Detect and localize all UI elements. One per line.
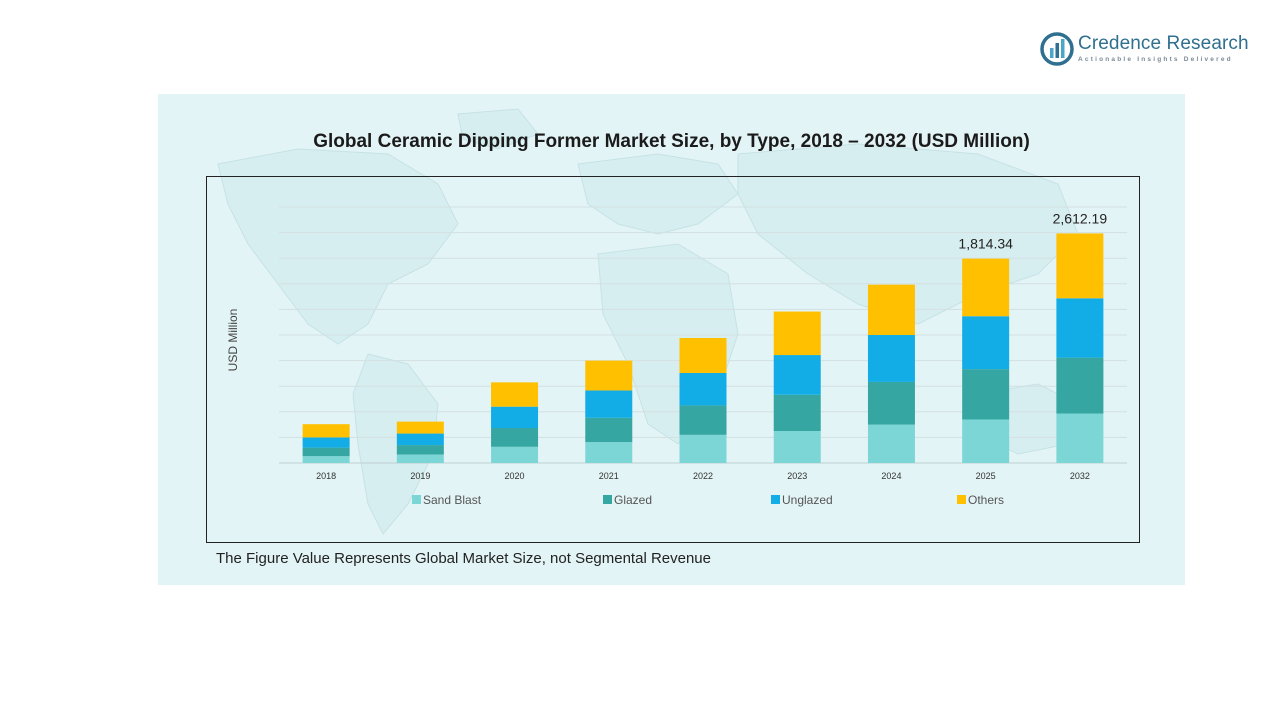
bar-segment-others [302, 424, 350, 438]
bar-segment-sand-blast [867, 424, 915, 463]
legend-label: Unglazed [782, 493, 833, 507]
x-tick-label: 2022 [693, 471, 713, 481]
brand-logo: Credence Research Actionable Insights De… [1040, 30, 1260, 70]
legend-swatch [771, 495, 780, 504]
bar-segment-unglazed [491, 406, 539, 429]
bar-segment-sand-blast [585, 442, 633, 463]
legend-swatch [603, 495, 612, 504]
bar-segment-sand-blast [302, 456, 350, 463]
bar-segment-glazed [396, 445, 444, 455]
bar-segment-others [491, 382, 539, 407]
chart-panel: Global Ceramic Dipping Former Market Siz… [158, 94, 1185, 585]
x-tick-label: 2025 [976, 471, 996, 481]
bar-segment-unglazed [962, 316, 1010, 370]
bar-segment-others [679, 337, 727, 373]
credence-logo-icon [1040, 32, 1074, 66]
bar-segment-others [1056, 233, 1104, 299]
bar-segment-others [962, 258, 1010, 317]
legend-swatch [412, 495, 421, 504]
bar-segment-glazed [773, 394, 821, 431]
bar-segment-glazed [491, 428, 539, 447]
data-label-total: 1,814.34 [958, 236, 1013, 252]
bar-segment-sand-blast [773, 431, 821, 463]
bar-segment-unglazed [585, 390, 633, 418]
bar-segment-unglazed [867, 335, 915, 382]
bar-segment-unglazed [396, 433, 444, 446]
bar-segment-others [867, 284, 915, 335]
x-tick-label: 2020 [505, 471, 525, 481]
bar-segment-unglazed [302, 437, 350, 448]
x-tick-label: 2019 [410, 471, 430, 481]
bar-segment-glazed [679, 405, 727, 435]
legend-label: Others [968, 493, 1004, 507]
bar-segment-others [773, 311, 821, 356]
bar-segment-glazed [585, 417, 633, 443]
legend-swatch [957, 495, 966, 504]
stacked-bar-chart: USD Million 2018 2019 2020 2021 2022 2023 2024 2… [226, 206, 1127, 507]
x-tick-label: 2023 [787, 471, 807, 481]
bar-segment-sand-blast [1056, 413, 1104, 463]
x-tick-label: 2024 [881, 471, 901, 481]
brand-name: Credence Research [1078, 33, 1249, 54]
x-tick-label: 2032 [1070, 471, 1090, 481]
footnote: The Figure Value Represents Global Marke… [216, 550, 711, 567]
bar-segment-sand-blast [962, 419, 1010, 463]
bar-segment-glazed [302, 447, 350, 457]
bar-segment-glazed [867, 381, 915, 425]
bar-segment-glazed [962, 369, 1010, 420]
data-label-total: 2,612.19 [1053, 210, 1108, 226]
chart-title: Global Ceramic Dipping Former Market Siz… [313, 131, 1030, 152]
x-tick-label: 2018 [316, 471, 336, 481]
plot-area: USD Million 2018 2019 2020 2021 2022 2023 2024 2… [206, 176, 1140, 543]
bar-segment-unglazed [1056, 298, 1104, 358]
bar-segment-sand-blast [679, 434, 727, 463]
bar-segment-sand-blast [491, 446, 539, 463]
bar-segment-unglazed [773, 355, 821, 395]
bar-segment-others [585, 360, 633, 391]
legend-label: Glazed [614, 493, 652, 507]
bar-segment-unglazed [679, 372, 727, 406]
brand-tagline: Actionable Insights Delivered [1078, 56, 1233, 63]
bar-segment-glazed [1056, 357, 1104, 414]
x-tick-label: 2021 [599, 471, 619, 481]
bar-segment-sand-blast [396, 454, 444, 463]
y-axis-label: USD Million [226, 309, 240, 372]
bar-segment-others [396, 421, 444, 434]
legend-label: Sand Blast [423, 493, 482, 507]
